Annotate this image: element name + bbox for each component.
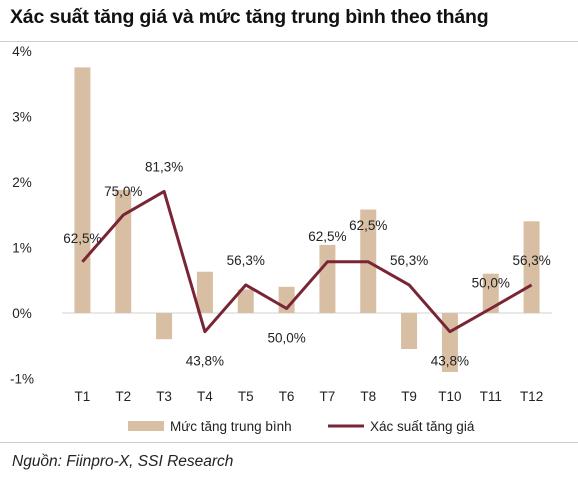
x-tick-label: T6 — [279, 389, 295, 404]
x-tick-label: T9 — [401, 389, 417, 404]
y-tick-label: 0% — [12, 306, 32, 321]
x-tick-label: T11 — [480, 389, 502, 404]
y-axis-ticks: 4% 3% 2% 1% 0% -1% — [10, 44, 34, 387]
bar-T12 — [523, 221, 540, 313]
bar-T4 — [196, 271, 213, 313]
title-divider — [0, 41, 578, 42]
line-label-T2: 75,0% — [104, 184, 142, 199]
bar-T2 — [115, 189, 132, 313]
bar-series — [74, 67, 540, 372]
y-tick-label: 2% — [12, 175, 32, 190]
x-tick-label: T2 — [115, 389, 131, 404]
y-tick-label: 3% — [12, 110, 32, 125]
line-label-T1: 62,5% — [63, 231, 101, 246]
line-label-T3: 81,3% — [145, 159, 183, 174]
line-series-path — [81, 189, 533, 334]
x-axis-ticks: T1 T2 T3 T4 T5 T6 T7 T8 T9 T10 T11 T12 — [75, 389, 544, 404]
legend-bar-swatch — [128, 421, 164, 431]
line-label-T6: 50,0% — [267, 331, 305, 346]
x-tick-label: T7 — [320, 389, 336, 404]
x-tick-label: T4 — [197, 389, 213, 404]
line-label-T4: 43,8% — [186, 354, 224, 369]
x-tick-label: T3 — [156, 389, 172, 404]
line-data-labels: 62,5%75,0%81,3%43,8%56,3%50,0%62,5%62,5%… — [63, 159, 550, 368]
source-note: Nguồn: Fiinpro-X, SSI Research — [12, 453, 234, 470]
x-tick-label: T12 — [520, 389, 543, 404]
line-label-T12: 56,3% — [512, 253, 550, 268]
chart-title: Xác suất tăng giá và mức tăng trung bình… — [10, 6, 489, 28]
bar-T5 — [237, 289, 254, 313]
legend-bar-label: Mức tăng trung bình — [170, 419, 292, 434]
line-label-T10: 43,8% — [431, 354, 469, 369]
line-label-T5: 56,3% — [227, 253, 265, 268]
line-label-T7: 62,5% — [308, 229, 346, 244]
x-tick-label: T5 — [238, 389, 254, 404]
y-tick-label: 4% — [12, 44, 32, 59]
line-label-T11: 50,0% — [472, 276, 510, 291]
line-label-T9: 56,3% — [390, 253, 428, 268]
bar-T3 — [156, 313, 173, 340]
bar-T1 — [74, 67, 91, 313]
x-tick-label: T1 — [75, 389, 91, 404]
legend: Mức tăng trung bình Xác suất tăng giá — [128, 419, 475, 434]
y-tick-label: 1% — [12, 241, 32, 256]
x-tick-label: T10 — [438, 389, 461, 404]
line-label-T8: 62,5% — [349, 218, 387, 233]
footer-divider — [0, 442, 578, 443]
bar-T7 — [319, 244, 336, 313]
bar-T11 — [482, 273, 499, 313]
x-tick-label: T8 — [360, 389, 376, 404]
combo-chart: 4%3%2%1%0%-1% 62,5%75,0%81,3%43,8%56,3%5… — [10, 44, 552, 434]
legend-line-label: Xác suất tăng giá — [370, 419, 475, 434]
bar-T9 — [401, 313, 418, 350]
y-tick-label: -1% — [10, 372, 34, 387]
